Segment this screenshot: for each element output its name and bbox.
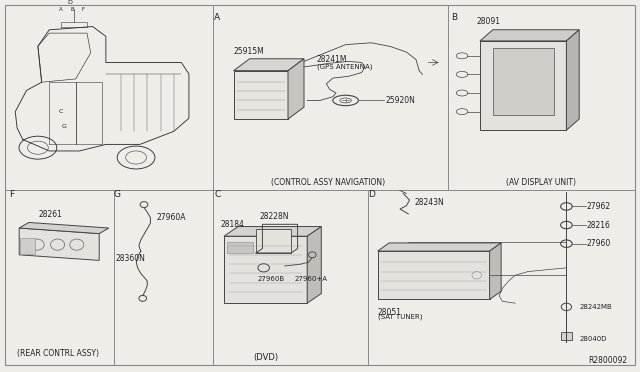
Text: F: F: [10, 190, 15, 199]
Text: 28360N: 28360N: [115, 254, 145, 263]
Polygon shape: [288, 59, 304, 119]
Text: D: D: [368, 190, 375, 199]
Bar: [480, 41, 566, 130]
Text: C: C: [214, 190, 221, 199]
Text: 27962: 27962: [587, 202, 611, 211]
Text: (DVD): (DVD): [253, 353, 278, 362]
Text: R2800092: R2800092: [588, 356, 627, 365]
Text: 27960: 27960: [587, 239, 611, 248]
Bar: [234, 71, 288, 119]
Polygon shape: [224, 227, 321, 236]
Text: 28261: 28261: [38, 210, 62, 219]
Text: 28242MB: 28242MB: [579, 304, 612, 310]
Text: (AV DISPLAY UNIT): (AV DISPLAY UNIT): [506, 178, 576, 187]
Text: D: D: [68, 0, 72, 5]
Text: (REAR CONTRL ASSY): (REAR CONTRL ASSY): [17, 349, 99, 358]
Text: 28040D: 28040D: [579, 336, 607, 341]
Text: 28091: 28091: [477, 17, 501, 26]
Polygon shape: [19, 228, 99, 260]
Bar: [493, 48, 554, 115]
Text: 28241M: 28241M: [317, 55, 348, 64]
Bar: [561, 332, 572, 340]
Polygon shape: [566, 30, 579, 130]
Text: 27960B: 27960B: [258, 276, 285, 282]
Bar: [20, 238, 35, 254]
Text: 28216: 28216: [587, 221, 611, 230]
Text: (CONTROL ASSY NAVIGATION): (CONTROL ASSY NAVIGATION): [271, 178, 385, 187]
Text: A: A: [214, 13, 221, 22]
Polygon shape: [480, 30, 579, 41]
Bar: [256, 229, 291, 253]
Bar: [224, 236, 307, 303]
Bar: [378, 251, 490, 299]
Text: 25920N: 25920N: [385, 96, 415, 105]
Text: 27960+A: 27960+A: [294, 276, 328, 282]
Text: 28228N: 28228N: [259, 212, 289, 221]
Text: G: G: [62, 124, 67, 129]
Text: C: C: [58, 109, 63, 114]
Text: 25915M: 25915M: [234, 47, 264, 56]
Text: 27960A: 27960A: [157, 213, 186, 222]
Bar: [227, 242, 253, 253]
Text: A: A: [59, 7, 63, 12]
Polygon shape: [19, 222, 109, 234]
Text: (SAT TUNER): (SAT TUNER): [378, 314, 422, 320]
Polygon shape: [490, 243, 501, 299]
Text: B: B: [70, 7, 74, 12]
Text: G: G: [114, 190, 121, 199]
Polygon shape: [378, 243, 501, 251]
Text: 28184: 28184: [221, 220, 244, 229]
Text: 28243N: 28243N: [415, 198, 444, 207]
Polygon shape: [234, 59, 304, 71]
Text: B: B: [451, 13, 458, 22]
Text: 28051: 28051: [378, 308, 402, 317]
Text: F: F: [82, 7, 84, 12]
Text: (GPS ANTENNA): (GPS ANTENNA): [317, 64, 372, 70]
Polygon shape: [307, 227, 321, 303]
